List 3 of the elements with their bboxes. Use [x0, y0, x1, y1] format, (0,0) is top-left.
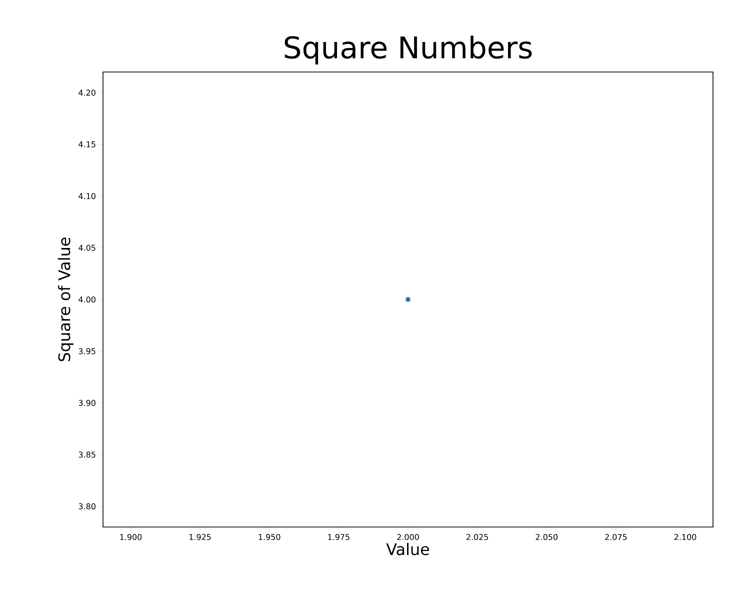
- y-axis-title: Square of Value: [58, 238, 74, 362]
- chart-title: Square Numbers: [284, 36, 532, 64]
- x-axis-title: Value: [386, 542, 430, 556]
